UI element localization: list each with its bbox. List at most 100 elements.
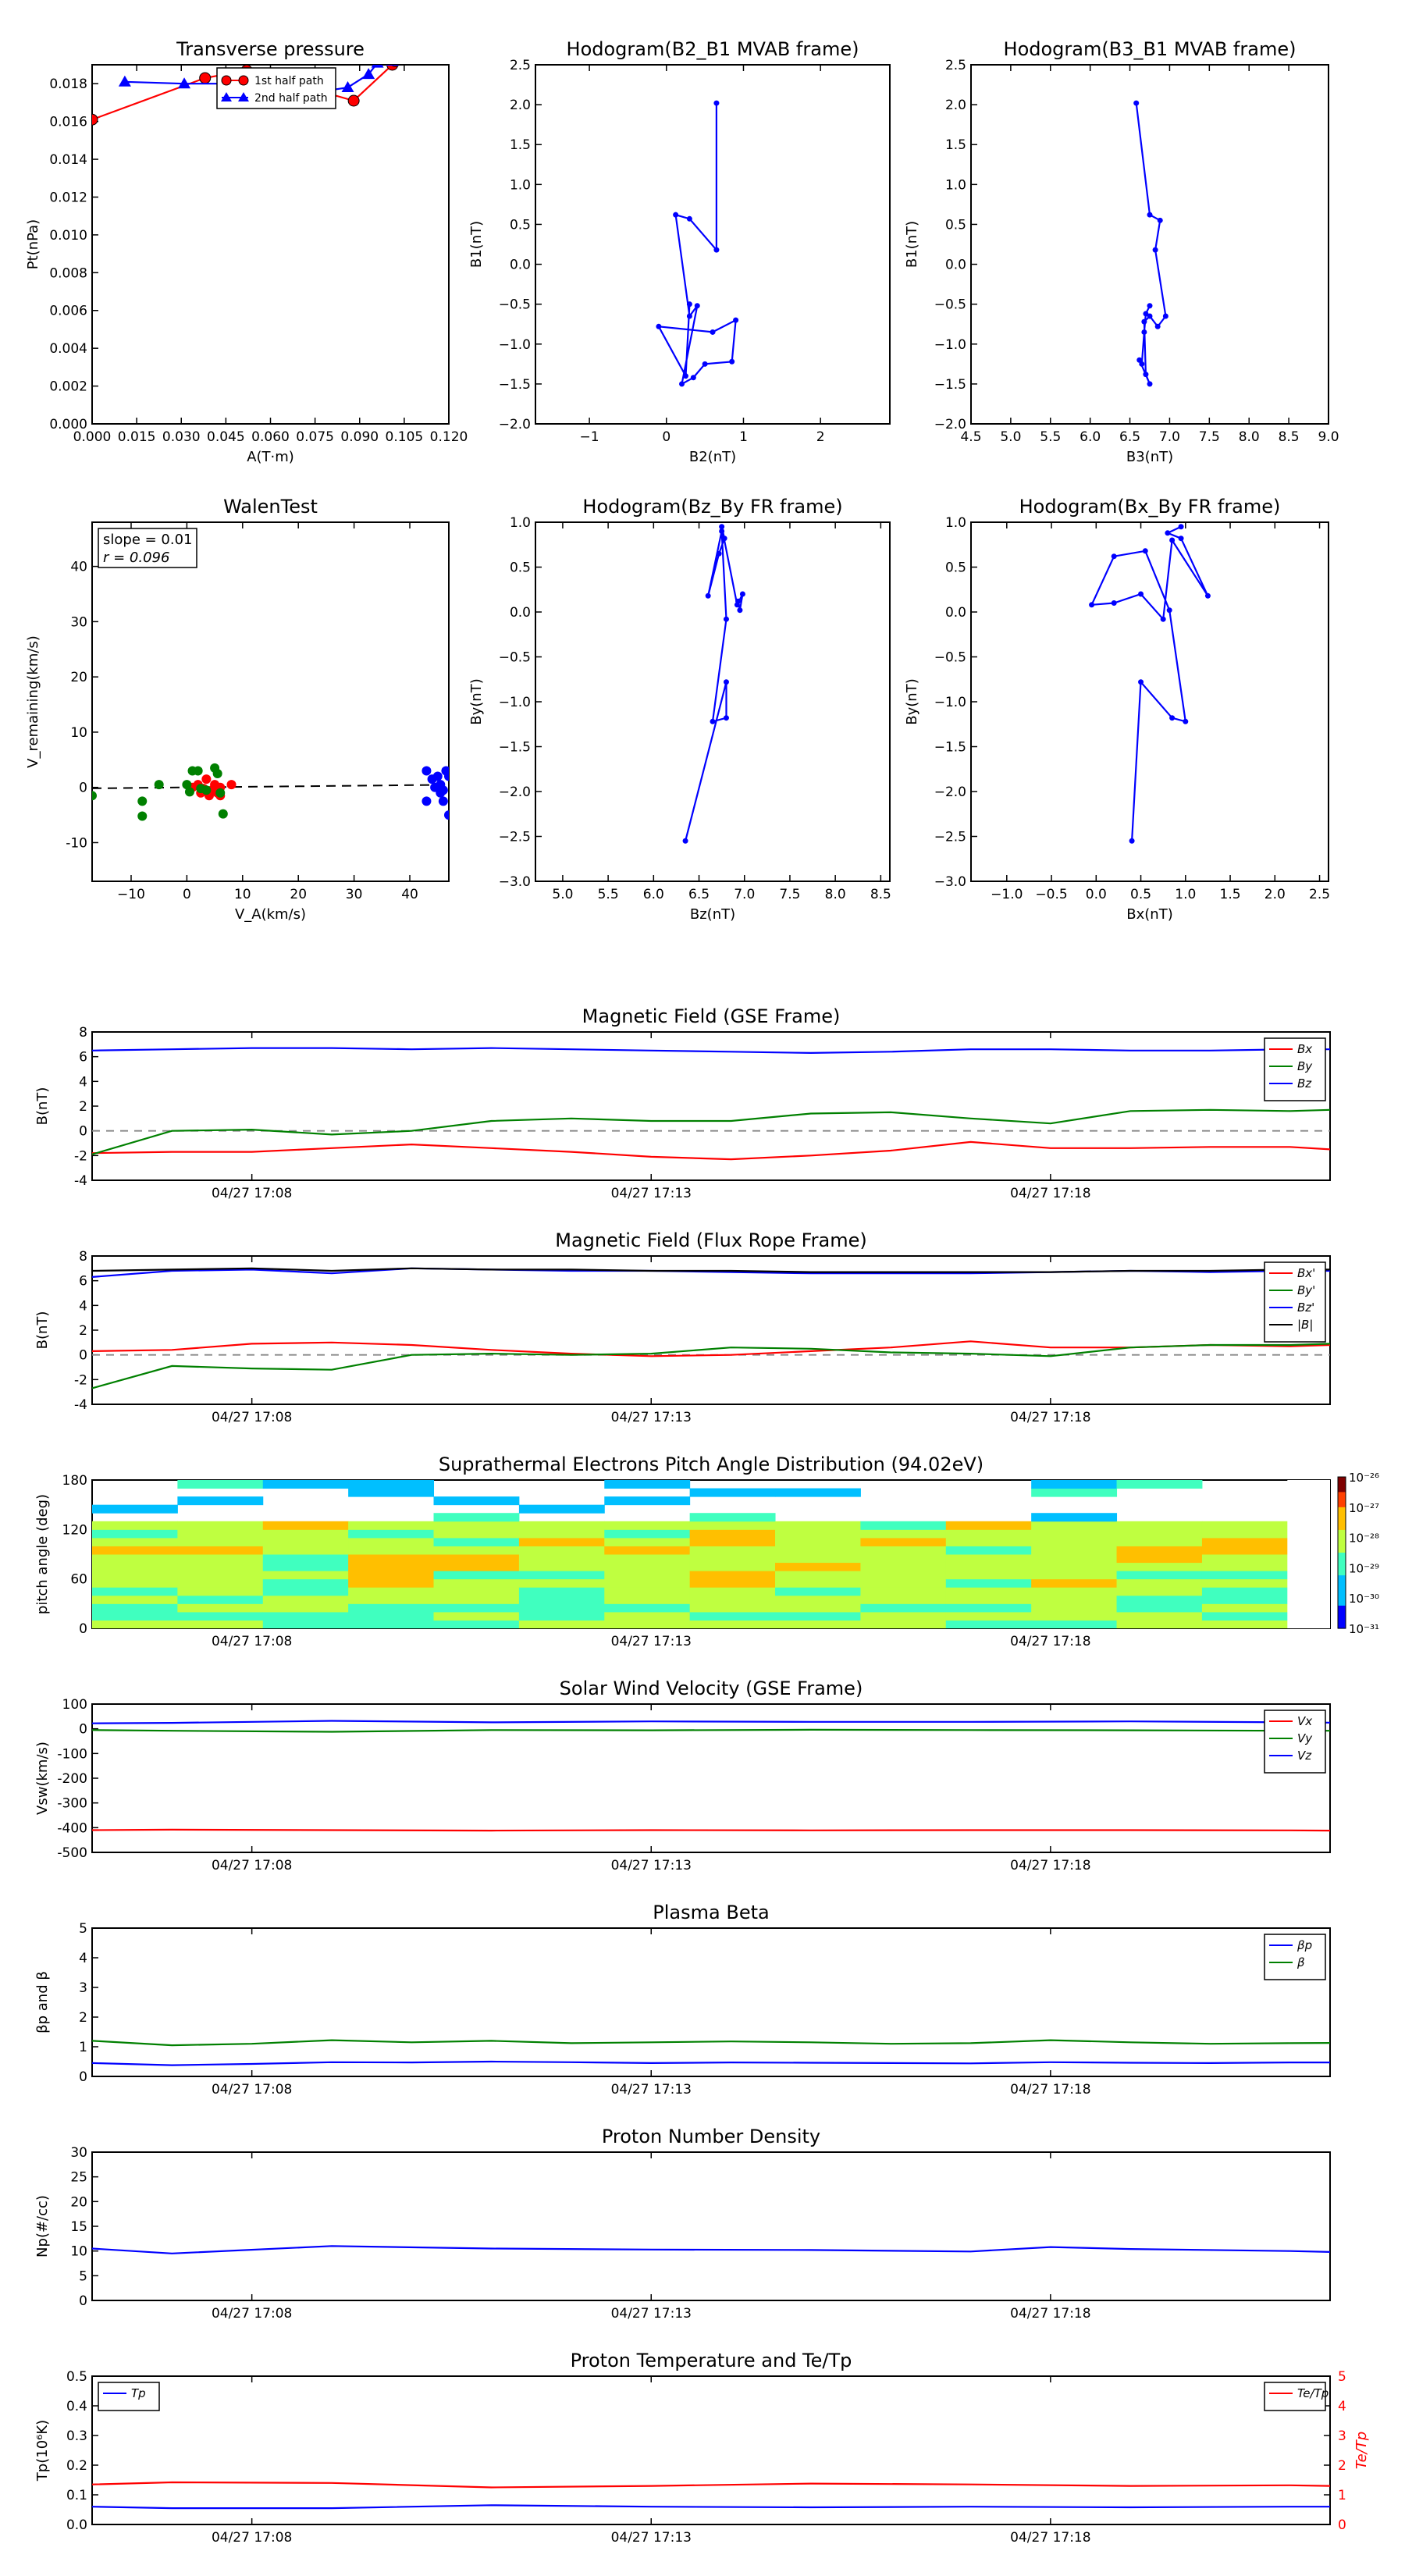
y-tick-label: -10 (66, 835, 87, 851)
heatmap-cell (945, 1546, 1032, 1555)
x-tick-label: 2 (816, 429, 825, 445)
heatmap-cell (604, 1571, 691, 1580)
heatmap-cell (604, 1587, 691, 1596)
sw-velocity-panel: Solar Wind Velocity (GSE Frame) -500 -400 -… (34, 1678, 1331, 1873)
hodogram-bx-by-panel: Hodogram(Bx_By FR frame) −1.0 −0.5 0.0 0.5 1.… (904, 496, 1330, 923)
y-tick-label: −3.0 (934, 874, 966, 890)
y-tick-label: 100 (62, 1697, 87, 1713)
legend: Te/Tp (1264, 2382, 1329, 2411)
colorbar-segment (1338, 1609, 1346, 1614)
y-tick-label: −0.5 (499, 297, 531, 313)
legend-frame (98, 2382, 160, 2411)
heatmap-cell (689, 1603, 776, 1613)
heatmap-cell (945, 1578, 1032, 1588)
colorbar-segment (1338, 1556, 1346, 1561)
legend-label: Vz (1297, 1749, 1312, 1763)
colorbar-segment (1338, 1545, 1346, 1550)
y-tick-label: 0.5 (66, 2369, 87, 2385)
heatmap-cell (433, 1587, 520, 1596)
time-tick-label: 04/27 17:08 (212, 1634, 292, 1649)
y-axis-label: B1(nT) (468, 221, 485, 268)
x-tick-label: 6.0 (643, 887, 664, 902)
heatmap-cell (945, 1521, 1032, 1530)
y-axis-label: pitch angle (deg) (34, 1494, 51, 1614)
circle-marker (347, 94, 360, 107)
hodogram-b2-b1-panel: Hodogram(B2_B1 MVAB frame) −1 0 1 2 −2.0 −1.5 −… (468, 38, 891, 465)
y-axis-label: By(nT) (904, 678, 920, 724)
y-tick-label: 1 (79, 2040, 87, 2055)
x-tick-label: −0.5 (1035, 887, 1067, 902)
point-marker (702, 361, 708, 367)
y-tick-label: 1.5 (945, 137, 966, 153)
heatmap-cell (262, 1562, 349, 1571)
scatter-point-y (137, 811, 148, 821)
colorbar-segment (1338, 1605, 1346, 1610)
legend-marker (238, 75, 249, 86)
plot-area (92, 1480, 1330, 1628)
heatmap-cell (945, 1554, 1032, 1564)
y-tick-label: −0.5 (934, 297, 966, 313)
proton-temp-panel: Proton Temperature and Te/Tp 0.0 0.1 0.2 0.3… (34, 2350, 1370, 2546)
legend-frame (216, 67, 336, 109)
heatmap-cell (518, 1571, 605, 1580)
heatmap-cell (348, 1537, 435, 1546)
x-tick-label: 8.0 (825, 887, 846, 902)
heatmap-cell (92, 1578, 178, 1588)
x-tick-label: 0.000 (73, 429, 112, 445)
heatmap-cell (775, 1595, 861, 1604)
point-marker (1111, 553, 1117, 560)
y-tick-label: 2 (79, 2010, 87, 2026)
heatmap-cell (775, 1611, 861, 1621)
y-tick-label: 0 (79, 781, 87, 796)
heatmap-cell (860, 1611, 947, 1621)
y-tick-label: 0.4 (66, 2399, 87, 2414)
legend-frame (1264, 1261, 1326, 1343)
heatmap-cell (262, 1620, 349, 1628)
x-tick-label: 7.5 (1199, 429, 1220, 445)
colorbar-segment (1338, 1533, 1346, 1539)
y-tick-label: −1.0 (499, 695, 531, 710)
heatmap-cell (92, 1603, 178, 1613)
heatmap-cell (1116, 1537, 1203, 1546)
annotation-box: slope = 0.01 r = 0.096 (98, 528, 197, 568)
heatmap-cell (604, 1578, 691, 1588)
panel-title: Solar Wind Velocity (GSE Frame) (560, 1678, 863, 1699)
heatmap-cell (689, 1513, 776, 1522)
heatmap-cell (604, 1537, 691, 1546)
y-tick-label: −3.0 (499, 874, 531, 890)
heatmap-cell (1031, 1480, 1118, 1489)
heatmap-cell (775, 1620, 861, 1628)
heatmap-cell (1116, 1587, 1203, 1596)
heatmap-cell (433, 1496, 520, 1506)
heatmap-cell (92, 1521, 178, 1530)
scatter-point-y (137, 796, 148, 806)
time-tick-label: 04/27 17:18 (1010, 1858, 1090, 1873)
heatmap-cell (1031, 1537, 1118, 1546)
triangle-marker (178, 77, 191, 89)
heatmap-cell (518, 1554, 605, 1564)
x-tick-label: 7.0 (734, 887, 755, 902)
hodogram-bz-by-panel: Hodogram(Bz_By FR frame) 5.0 5.5 6.0 6.5 7.0 7… (468, 496, 891, 923)
legend-marker (238, 92, 249, 101)
proton-density-panel: Proton Number Density 0 5 10 15 20 25 30 Np(#/cc… (34, 2126, 1331, 2322)
heatmap-cell (348, 1562, 435, 1571)
heatmap-cell (177, 1521, 264, 1530)
colorbar-segment (1338, 1484, 1346, 1489)
heatmap-cell (1031, 1554, 1118, 1564)
heatmap-cell (1031, 1513, 1118, 1522)
x-tick-label: 5.0 (1000, 429, 1021, 445)
panel-title: WalenTest (223, 496, 318, 518)
y-tick-label: 30 (70, 2145, 87, 2161)
heatmap-cell (1031, 1521, 1118, 1530)
heatmap-cell (689, 1611, 776, 1621)
series-line (1135, 102, 1167, 385)
heatmap-cell (518, 1620, 605, 1628)
y-tick-label: 30 (70, 614, 87, 630)
series-line-Vz (92, 1720, 1330, 1724)
panel-title: Magnetic Field (Flux Rope Frame) (555, 1229, 866, 1251)
scatter-point-z (422, 766, 432, 776)
heatmap-cell (518, 1603, 605, 1613)
heatmap-cell (433, 1595, 520, 1604)
scatter-point-z (444, 810, 449, 820)
y-tick-label: −1.0 (934, 337, 966, 353)
